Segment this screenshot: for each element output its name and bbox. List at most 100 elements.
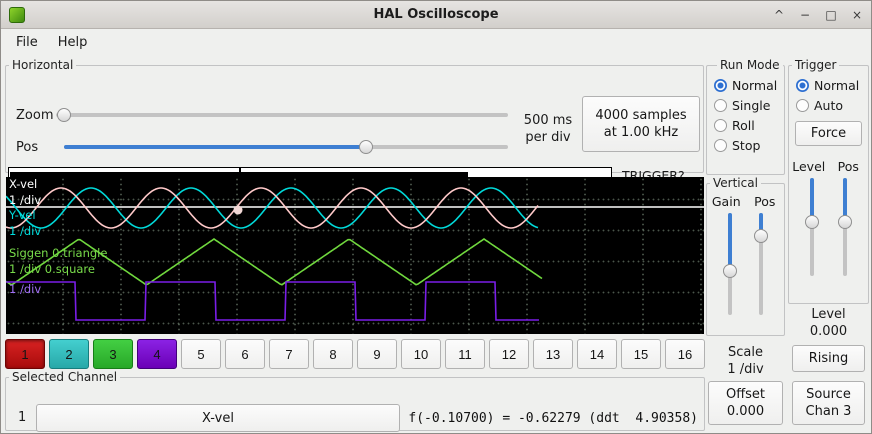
channel-button-4[interactable]: 4 <box>137 339 177 369</box>
scope-label-square-scale: 1 /div <box>9 283 41 296</box>
zoom-slider-groove <box>56 113 508 117</box>
scope-display[interactable]: X-vel 1 /div Y-vel 1 /div Siggen 0.trian… <box>6 177 704 334</box>
channel-button-13[interactable]: 13 <box>533 339 573 369</box>
trigger-pos-slider-handle[interactable] <box>838 215 852 229</box>
horizontal-pos-slider[interactable] <box>64 139 508 155</box>
radio-dot <box>796 99 809 112</box>
shade-button[interactable]: ^ <box>773 8 785 22</box>
scope-label-x-vel: X-vel <box>9 178 37 191</box>
trigger-pos-col-label: Pos <box>829 159 869 174</box>
trigger-level-slider-handle[interactable] <box>805 215 819 229</box>
run-mode-group: Run Mode Normal Single Roll Stop <box>706 58 785 175</box>
run-mode-group-title: Run Mode <box>717 58 783 72</box>
radio-label: Normal <box>814 78 859 93</box>
trigger-level-col-label: Level <box>789 159 829 174</box>
pos-slider-fill <box>64 145 366 149</box>
vertical-pos-slider-handle[interactable] <box>754 229 768 243</box>
radio-label: Roll <box>732 118 755 133</box>
waveform-canvas <box>6 177 704 334</box>
menubar: File Help <box>1 29 871 55</box>
menu-help[interactable]: Help <box>49 32 97 53</box>
channel-button-14[interactable]: 14 <box>577 339 617 369</box>
zoom-slider-handle[interactable] <box>57 108 71 122</box>
gain-col-label: Gain <box>707 194 746 209</box>
channel-name-button[interactable]: X-vel <box>36 404 400 432</box>
pos-slider-handle[interactable] <box>359 140 373 154</box>
selected-channel-title: Selected Channel <box>9 370 120 384</box>
trigger-auto-radio[interactable]: Auto <box>796 95 868 115</box>
radio-label: Single <box>732 98 770 113</box>
radio-dot <box>714 99 727 112</box>
force-button[interactable]: Force <box>795 121 862 146</box>
horizontal-group: Horizontal Zoom 500 ms per div 4000 samp… <box>5 58 704 173</box>
radio-label: Normal <box>732 78 777 93</box>
app-window: HAL Oscilloscope ^ − □ × File Help Horiz… <box>0 0 872 434</box>
radio-dot <box>714 79 727 92</box>
scope-label-siggen-triangle: Siggen 0.triangle <box>9 247 107 260</box>
channel-button-16[interactable]: 16 <box>665 339 705 369</box>
scope-label-x-vel-scale: 1 /div <box>9 194 41 207</box>
channel-button-3[interactable]: 3 <box>93 339 133 369</box>
runmode-normal-radio[interactable]: Normal <box>714 75 784 95</box>
runmode-single-radio[interactable]: Single <box>714 95 784 115</box>
channel-button-7[interactable]: 7 <box>269 339 309 369</box>
scope-label-y-vel-scale: 1 /div <box>9 225 41 238</box>
channel-readout: f(-0.10700) = -0.62279 (ddt 4.90358) <box>408 411 698 426</box>
channel-button-9[interactable]: 9 <box>357 339 397 369</box>
channel-button-5[interactable]: 5 <box>181 339 221 369</box>
horizontal-pos-label: Pos <box>16 140 38 155</box>
vertical-group-title: Vertical <box>710 176 761 190</box>
channel-button-15[interactable]: 15 <box>621 339 661 369</box>
window-title: HAL Oscilloscope <box>1 7 871 22</box>
channel-button-8[interactable]: 8 <box>313 339 353 369</box>
scope-label-siggen-square: 1 /div 0.square <box>9 263 95 276</box>
source-button[interactable]: Source Chan 3 <box>792 381 865 425</box>
radio-dot <box>714 119 727 132</box>
trigger-level-label: Level <box>788 306 869 323</box>
gain-slider[interactable] <box>721 213 739 315</box>
trigger-group-title: Trigger <box>792 58 839 72</box>
trigger-level-value: 0.000 <box>788 323 869 340</box>
channel-button-11[interactable]: 11 <box>445 339 485 369</box>
zoom-slider[interactable] <box>56 107 508 123</box>
runmode-roll-radio[interactable]: Roll <box>714 115 784 135</box>
radio-label: Stop <box>732 138 760 153</box>
trigger-group: Trigger Normal Auto Force Level Pos <box>788 58 869 304</box>
channel-button-1[interactable]: 1 <box>5 339 45 369</box>
scale-label: Scale <box>706 344 785 361</box>
trigger-pos-slider[interactable] <box>836 178 854 276</box>
radio-dot <box>796 79 809 92</box>
samples-button[interactable]: 4000 samples at 1.00 kHz <box>582 96 700 152</box>
scale-value: 1 /div <box>706 361 785 378</box>
vertical-group: Vertical Gain Pos <box>706 176 785 336</box>
titlebar: HAL Oscilloscope ^ − □ × <box>1 1 871 29</box>
zoom-label: Zoom <box>16 108 53 123</box>
trigger-normal-radio[interactable]: Normal <box>796 75 868 95</box>
trigger-level-block: Level 0.000 <box>788 306 869 340</box>
runmode-stop-radio[interactable]: Stop <box>714 135 784 155</box>
gain-slider-handle[interactable] <box>723 264 737 278</box>
radio-dot <box>714 139 727 152</box>
channel-button-10[interactable]: 10 <box>401 339 441 369</box>
per-div-label: 500 ms per div <box>516 112 580 146</box>
offset-button[interactable]: Offset 0.000 <box>708 381 783 425</box>
trigger-level-slider[interactable] <box>803 178 821 276</box>
channel-button-12[interactable]: 12 <box>489 339 529 369</box>
trigger-dot[interactable] <box>234 206 243 215</box>
scope-label-y-vel: Y-vel <box>9 209 36 222</box>
radio-label: Auto <box>814 98 843 113</box>
rising-button[interactable]: Rising <box>792 345 865 372</box>
selected-channel-group: Selected Channel 1 X-vel f(-0.10700) = -… <box>5 370 705 431</box>
vertical-pos-slider[interactable] <box>752 213 770 315</box>
channel-button-6[interactable]: 6 <box>225 339 265 369</box>
vertical-pos-col-label: Pos <box>746 194 785 209</box>
close-button[interactable]: × <box>851 8 863 22</box>
selected-channel-number: 1 <box>18 410 26 425</box>
maximize-button[interactable]: □ <box>825 8 837 22</box>
scale-block: Scale 1 /div <box>706 344 785 378</box>
minimize-button[interactable]: − <box>799 8 811 22</box>
menu-file[interactable]: File <box>7 32 47 53</box>
horizontal-group-title: Horizontal <box>9 58 76 72</box>
channel-button-row: 1 2 3 4 5 6 7 8 9 10 11 12 13 14 15 16 <box>5 339 705 369</box>
channel-button-2[interactable]: 2 <box>49 339 89 369</box>
